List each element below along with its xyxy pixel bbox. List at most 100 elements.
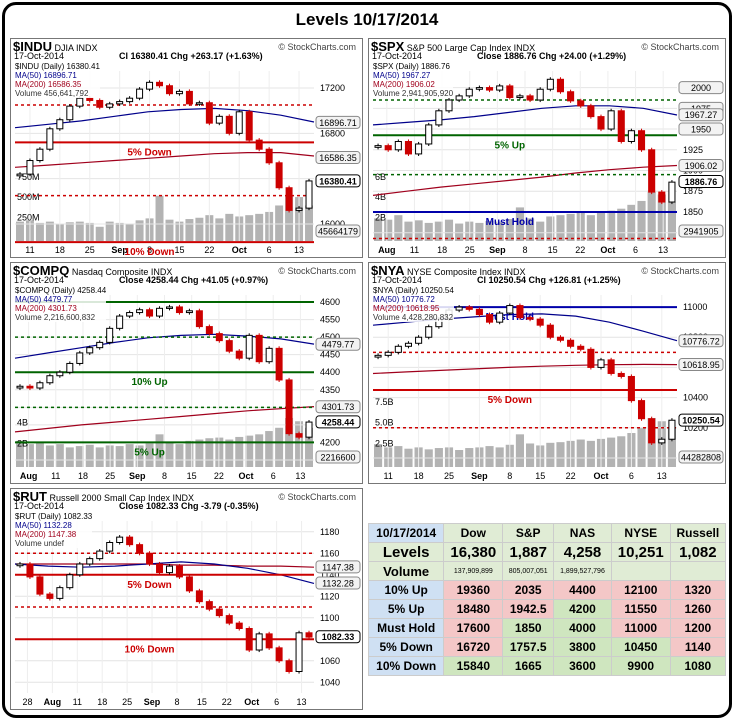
volume-tick-label: 2B: [375, 213, 386, 223]
candle-body: [235, 111, 243, 134]
volume-bar: [394, 446, 403, 467]
chart-symbol: $INDU: [13, 39, 53, 54]
candle-body: [56, 587, 64, 599]
volume-bar: [515, 434, 524, 467]
candle-body: [106, 542, 114, 552]
candle-body: [245, 334, 253, 359]
candle-body: [175, 90, 183, 95]
chart-header: $INDU DJIA INDX © StockCharts.com: [13, 39, 360, 61]
x-tick-label: 22: [575, 245, 585, 255]
volume-bar: [546, 442, 555, 467]
price-tag: 44282808: [678, 450, 724, 464]
table-cell: 1,899,527,796: [553, 561, 612, 581]
candle-body: [156, 563, 164, 574]
y-tick-label: 1120: [320, 591, 339, 601]
legend-entry: Volume 2,216,600,832: [15, 313, 96, 322]
x-tick-label: 28: [22, 697, 32, 707]
candle-body: [305, 421, 313, 438]
volume-bar: [215, 218, 224, 241]
table-cell: 12100: [610, 580, 671, 600]
volume-bar: [374, 218, 383, 241]
volume-bar: [125, 444, 134, 467]
row-label: 5% Down: [367, 637, 445, 657]
chart-spx: 18251850187519001925195019752000Aug11182…: [368, 38, 726, 258]
volume-bar: [617, 208, 626, 241]
chart-watermark: © StockCharts.com: [641, 42, 719, 52]
candle-body: [76, 563, 84, 576]
volume-bar: [275, 205, 284, 241]
legend-entry: MA(50) 1132.28: [15, 521, 72, 530]
table-cell: 4,258: [553, 542, 612, 562]
candle-body: [648, 149, 656, 193]
volume-bar: [414, 220, 423, 241]
table-column-header: NAS: [553, 523, 612, 543]
candle-body: [425, 124, 433, 145]
table-date: 10/17/2014: [367, 523, 445, 543]
volume-bar: [505, 219, 514, 241]
volume-bar: [195, 217, 204, 241]
candle-body: [66, 362, 74, 373]
x-tick-label: 18: [437, 245, 447, 255]
price-tag-text: 16586.35: [319, 153, 357, 163]
price-tag-text: 2216600: [320, 453, 355, 463]
chart-header: $RUT Russell 2000 Small Cap Index INDX © …: [13, 489, 360, 511]
candle-body: [627, 130, 635, 142]
candle-body: [455, 95, 463, 101]
chart-watermark: © StockCharts.com: [278, 266, 356, 276]
chart-description: NYSE Composite Index INDX: [404, 267, 526, 277]
volume-bar: [165, 219, 174, 241]
candle-body: [225, 340, 233, 352]
price-tag-text: 2000: [691, 83, 711, 93]
candle-body: [637, 400, 646, 420]
row-label: Must Hold: [367, 618, 445, 638]
candle-body: [16, 563, 24, 567]
volume-bar: [165, 442, 174, 467]
x-tick-label: 25: [85, 245, 95, 255]
volume-bar: [515, 207, 524, 241]
candle-body: [215, 115, 223, 124]
x-tick-label: Oct: [232, 245, 247, 255]
chart-nya: 100001020010400106001080011000111825Sep8…: [368, 262, 726, 484]
volume-bar: [566, 213, 575, 241]
candle-body: [36, 382, 44, 389]
candle-body: [86, 558, 94, 565]
candle-body: [245, 111, 253, 141]
ma200-line: [14, 151, 315, 168]
candle-body: [455, 306, 463, 311]
legend-entry: MA(50) 10776.72: [373, 295, 435, 304]
candle-body: [195, 310, 203, 328]
volume-bar: [455, 450, 464, 467]
candle-body: [384, 145, 392, 151]
volume-bar: [265, 431, 274, 467]
x-tick-label: Aug: [20, 471, 38, 481]
legend-entry: Volume 456,641,792: [15, 89, 89, 98]
table-row: Levels 16,380 1,887 4,258 10,251 1,082: [367, 542, 727, 562]
x-tick-label: 8: [507, 471, 512, 481]
chart-quote: Close 1886.76 Chg +24.00 (+1.29%): [477, 51, 627, 61]
chart-canvas: 18251850187519001925195019752000Aug11182…: [372, 71, 724, 255]
volume-tick-label: 4B: [17, 418, 28, 428]
candle-body: [156, 81, 164, 87]
chart-rut: 1040106010801100112011401160118028Aug111…: [10, 488, 363, 710]
table-cell: 1850: [502, 618, 555, 638]
table-cell: 15840: [443, 656, 504, 676]
candle-body: [235, 622, 243, 629]
x-tick-label: 8: [147, 245, 152, 255]
table-cell: 4400: [553, 580, 612, 600]
x-tick-label: 13: [294, 245, 304, 255]
table-column-header: NYSE: [610, 523, 671, 543]
y-tick-label: 1060: [320, 656, 340, 666]
candle-body: [577, 345, 585, 350]
legend-entry: $COMPQ (Daily) 4258.44: [15, 286, 107, 295]
x-tick-label: Oct: [593, 471, 608, 481]
ma50-line: [372, 105, 678, 126]
chart-header: $NYA NYSE Composite Index INDX © StockCha…: [371, 263, 723, 285]
x-tick-label: Oct: [600, 245, 615, 255]
table-row: 10% Up 19360 2035 4400 12100 1320: [367, 580, 727, 600]
table-row: Volume 137,909,899 805,007,051 1,899,527,79…: [367, 561, 727, 581]
candle-body: [165, 306, 173, 309]
legend-entry: $SPX (Daily) 1886.76: [373, 62, 450, 71]
volume-bar: [536, 221, 545, 241]
table-cell: 1757.5: [502, 637, 555, 657]
candle-body: [136, 88, 144, 99]
